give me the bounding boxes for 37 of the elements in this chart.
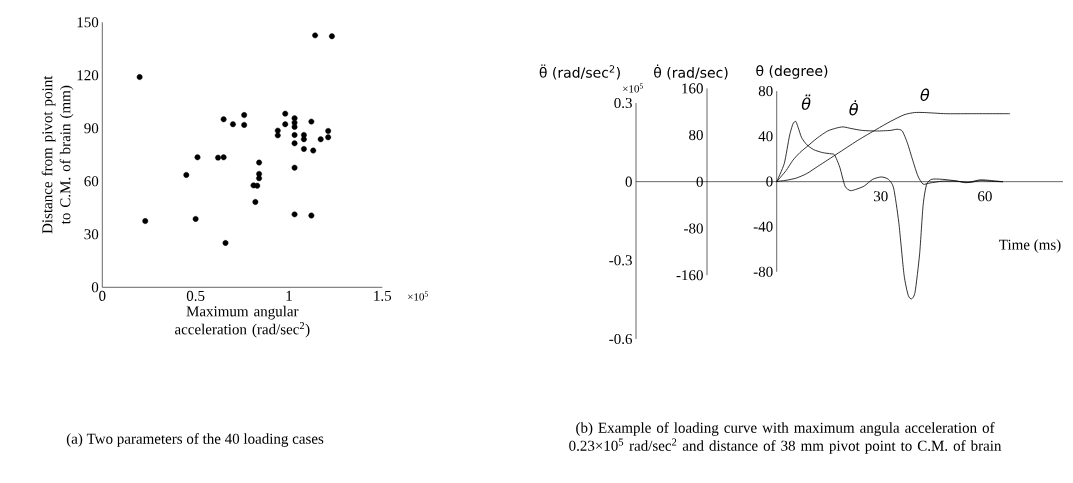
y2-tick-label: -160 (676, 270, 703, 281)
series-label: θ (920, 88, 930, 102)
y3-tick-label: 40 (758, 131, 773, 142)
y-axis-title: Distance from pivot point to C.M. of brain (mm) (41, 75, 74, 234)
y-tick-label: -0.3 (609, 255, 632, 266)
y3-tick-label: 80 (758, 86, 773, 97)
text: (b) Example of loading curve with maximum angula acceleration of 0.23×10$^{5}$ rad/sec$^{2}$ and distance of 38 mm pivot point to C.M. of brain (569, 422, 1002, 454)
y-tick-label: 150 (77, 17, 99, 28)
x-tick-label: 1 (286, 290, 292, 301)
y2-axis-title: θ̇ (rad/sec) (654, 64, 728, 80)
y-tick-label: 30 (84, 229, 99, 240)
y3-tick-label: -80 (753, 266, 773, 277)
y3-axis-title: θ (degree) (756, 65, 828, 79)
y3-tick-label: -40 (753, 221, 773, 232)
x-tick-label: 0 (99, 290, 106, 301)
series-label: θ̈ (801, 94, 811, 110)
y2-tick-label: 160 (682, 83, 703, 94)
y2-tick-label: -80 (684, 223, 703, 234)
y2-tick-label: 80 (689, 130, 703, 141)
x-axis-title: Time (ms) (999, 239, 1061, 253)
y3-tick-label: 0 (766, 176, 773, 187)
y2-tick-label: 0 (696, 176, 703, 187)
y-axis-title: θ̈ (rad/sec$^{2}$) (539, 64, 620, 80)
y-tick-label: -0.6 (609, 333, 633, 345)
y-tick-label: 0 (625, 176, 632, 187)
text: (a) Two parameters of the 40 loading cases (66, 433, 324, 447)
series-label: θ̇ (849, 100, 858, 116)
y-tick-label: 0 (91, 282, 99, 293)
x-tick-label: 0.5 (186, 290, 205, 302)
y-tick-label: 90 (84, 123, 99, 134)
text: ×10$^{5}$ (623, 83, 643, 93)
x-axis-title: Maximum angular acceleration (rad/sec$^{2}$) (175, 305, 310, 338)
y-tick-label: 120 (77, 70, 99, 81)
y-tick-label: 60 (84, 176, 99, 187)
text: ×10$^{5}$ (408, 291, 428, 301)
y-tick-label: 0.3 (614, 97, 632, 109)
x-tick-label: 1.5 (374, 290, 392, 301)
